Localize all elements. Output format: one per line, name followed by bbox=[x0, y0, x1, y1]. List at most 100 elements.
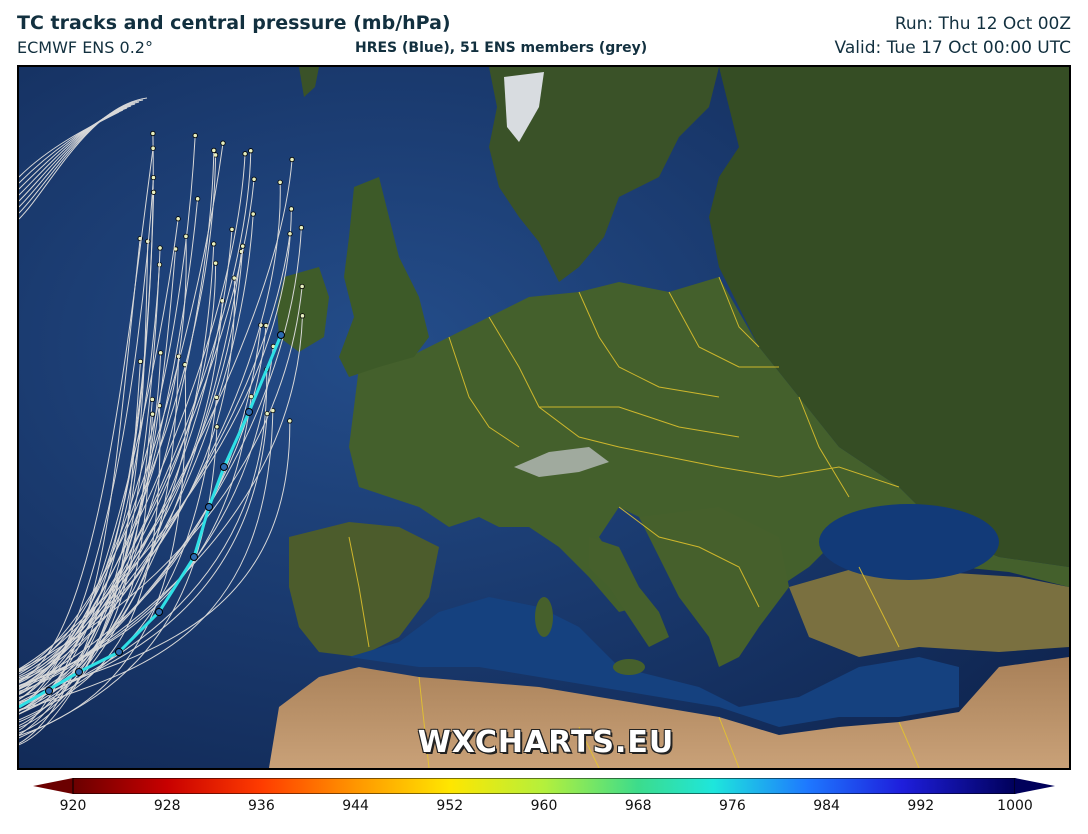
ensemble-track bbox=[19, 233, 291, 688]
ensemble-track bbox=[19, 153, 246, 700]
ensemble-track bbox=[19, 399, 153, 715]
balkans-land bbox=[639, 507, 789, 667]
ensemble-track bbox=[19, 105, 132, 196]
sardinia bbox=[535, 597, 553, 637]
colorbar-label: 960 bbox=[530, 798, 558, 814]
ensemble-track-endpoint bbox=[288, 206, 294, 212]
hres-track-point bbox=[190, 553, 198, 561]
ensemble-track bbox=[19, 159, 293, 700]
watermark: WXCHARTS.EU bbox=[417, 725, 675, 760]
hres-track-points bbox=[45, 331, 285, 695]
ensemble-track-endpoint bbox=[150, 174, 157, 181]
ensemble-track-endpoint bbox=[248, 148, 254, 154]
ensemble-track-endpoint bbox=[211, 241, 217, 247]
ensemble-track-endpoint bbox=[213, 260, 219, 266]
colorbar-label: 944 bbox=[342, 798, 369, 814]
ensemble-track-endpoint bbox=[251, 176, 257, 182]
ensemble-track bbox=[19, 413, 268, 704]
ensemble-track bbox=[19, 369, 268, 708]
ensemble-track-endpoint bbox=[250, 211, 256, 217]
ensemble-track bbox=[19, 103, 136, 202]
italy-land bbox=[589, 537, 669, 647]
ireland-land bbox=[277, 267, 329, 352]
ensemble-track-endpoint bbox=[229, 226, 235, 233]
hres-track-point bbox=[155, 608, 163, 616]
ensemble-track bbox=[19, 300, 223, 677]
north-africa-land bbox=[269, 657, 1069, 768]
ensemble-track bbox=[19, 241, 149, 705]
alps-snow bbox=[514, 447, 609, 477]
ensemble-track bbox=[19, 396, 252, 686]
ensemble-track-endpoint bbox=[287, 231, 293, 237]
model-label: ECMWF ENS 0.2° bbox=[17, 38, 153, 57]
ensemble-track-endpoint bbox=[150, 130, 156, 137]
ensemble-track-endpoint bbox=[183, 233, 189, 239]
ensemble-tracks bbox=[19, 97, 306, 746]
ensemble-track-endpoint bbox=[137, 358, 144, 365]
ensemble-track bbox=[19, 198, 199, 727]
colorbar-label: 984 bbox=[813, 798, 840, 814]
ensemble-track bbox=[19, 251, 242, 729]
ensemble-track bbox=[19, 315, 303, 695]
snow-norway bbox=[504, 72, 544, 142]
ensemble-track bbox=[19, 247, 161, 734]
ensemble-track bbox=[19, 109, 124, 184]
ensemble-track bbox=[19, 264, 161, 744]
ensemble-track bbox=[19, 148, 154, 683]
colorbar-label: 952 bbox=[436, 798, 464, 814]
scandinavia-land bbox=[489, 67, 719, 282]
black-sea bbox=[819, 504, 999, 580]
ensemble-track-endpoint bbox=[240, 243, 246, 249]
ensemble-track-endpoint bbox=[299, 283, 305, 290]
ensemble-track bbox=[19, 286, 303, 671]
ensemble-track-endpoint bbox=[264, 411, 270, 417]
colorbar-max-arrow bbox=[1015, 778, 1055, 794]
ensemble-track-endpoint bbox=[149, 411, 156, 417]
ensemble-track-endpoint bbox=[192, 132, 198, 139]
colorbar-label: 976 bbox=[719, 798, 746, 814]
colorbar-label: 1000 bbox=[997, 798, 1033, 814]
hres-track-point bbox=[45, 687, 53, 695]
ensemble-track bbox=[19, 420, 291, 699]
ensemble-track bbox=[19, 97, 148, 220]
ensemble-track-endpoint bbox=[157, 245, 163, 251]
ensemble-track bbox=[19, 99, 144, 214]
colorbar-label: 968 bbox=[624, 798, 652, 814]
country-borders bbox=[348, 276, 920, 768]
colorbar-label: 928 bbox=[153, 798, 181, 814]
ensemble-track-endpoint bbox=[298, 225, 304, 231]
turkey-land bbox=[789, 567, 1069, 657]
ensemble-track-endpoint bbox=[299, 313, 306, 319]
colorbar-labels: 920 928 936 944 952 960 968 976 984 992 1000 bbox=[0, 798, 1088, 818]
colorbar-label: 992 bbox=[907, 798, 935, 814]
ensemble-track bbox=[19, 218, 179, 731]
valid-time: Valid: Tue 17 Oct 00:00 UTC bbox=[834, 38, 1071, 58]
iberia-land bbox=[289, 522, 439, 657]
ensemble-track-endpoint bbox=[175, 216, 181, 222]
colorbar-label: 936 bbox=[248, 798, 275, 814]
chart-title: TC tracks and central pressure (mb/hPa) bbox=[17, 12, 451, 34]
ensemble-track-endpoint bbox=[145, 238, 151, 244]
ensemble-track bbox=[19, 179, 255, 684]
ensemble-track bbox=[19, 150, 215, 746]
ensemble-track-endpoint bbox=[277, 179, 283, 185]
northern-islands bbox=[299, 67, 319, 97]
hres-track-point bbox=[75, 668, 83, 676]
ensemble-track-endpoint bbox=[149, 396, 155, 403]
map-svg bbox=[19, 67, 1069, 768]
ensemble-track bbox=[19, 192, 155, 679]
ensemble-track-endpoint bbox=[158, 350, 164, 356]
colorbar bbox=[33, 778, 1055, 794]
ensemble-track bbox=[19, 101, 140, 208]
hres-track-point bbox=[245, 408, 253, 416]
mediterranean-sea bbox=[349, 597, 959, 727]
hres-track-point bbox=[115, 648, 123, 656]
hres-track-point bbox=[277, 331, 285, 339]
ensemble-track bbox=[19, 325, 262, 689]
ensemble-track bbox=[19, 246, 244, 675]
ensemble-track-endpoint bbox=[220, 140, 226, 146]
ensemble-track-endpoint bbox=[248, 393, 254, 400]
ensemble-track-endpoint bbox=[287, 418, 293, 424]
ensemble-track-endpoint bbox=[195, 196, 201, 202]
run-time: Run: Thu 12 Oct 00Z bbox=[894, 14, 1071, 34]
